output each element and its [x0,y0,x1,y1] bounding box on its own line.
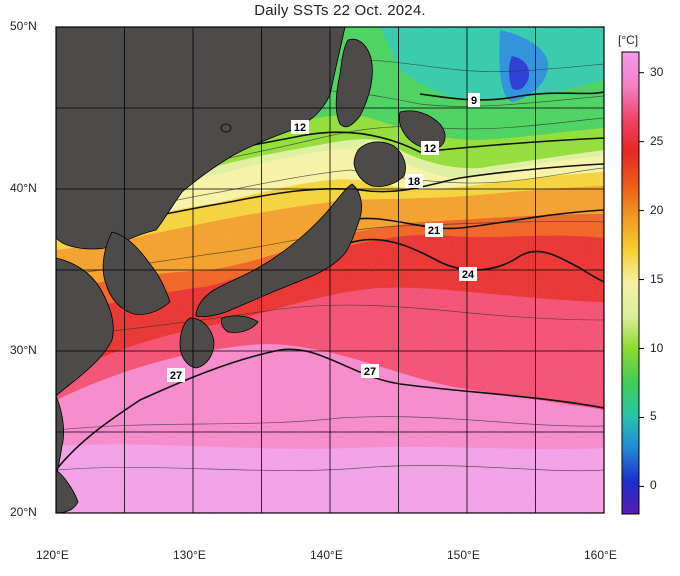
map-area [56,27,604,513]
map-title: Daily SSTs 22 Oct. 2024. [254,2,426,19]
latitude-label: 30°N [10,343,37,357]
contour-label-18: 18 [405,174,423,188]
latitude-label: 40°N [10,181,37,195]
svg-text:24: 24 [462,269,475,281]
contour-label-24: 24 [459,267,477,281]
svg-text:12: 12 [424,143,436,155]
longitude-label: 160°E [584,548,617,562]
latitude-label: 20°N [10,505,37,519]
colorbar [621,51,644,515]
contour-labels: 9 12 12 18 21 24 27 27 [167,93,480,382]
svg-text:27: 27 [170,370,182,382]
land-islet [220,123,232,133]
land-china-coast [56,257,114,397]
svg-text:9: 9 [471,95,477,107]
land-kyushu [179,317,215,369]
svg-text:18: 18 [408,176,420,188]
contour-label-27-west: 27 [167,368,185,382]
isotherm-24 [345,238,604,283]
contour-label-12-east: 12 [421,141,439,155]
colorbar-tick-label: 0 [650,478,657,493]
contour-label-27-east: 27 [361,364,379,378]
land-shikoku [220,315,259,333]
longitude-label: 120°E [36,548,69,562]
colorbar-ticks [639,72,644,487]
map-frame [55,26,605,514]
longitude-label: 150°E [447,548,480,562]
contour-label-21: 21 [425,223,443,237]
isotherm-21 [339,209,604,230]
land [56,27,446,513]
graticule [56,27,604,513]
contour-label-9: 9 [468,93,480,107]
colorbar-tick-label: 25 [650,133,664,148]
colorbar-tick-label: 20 [650,202,664,217]
svg-text:21: 21 [428,225,440,237]
contour-label-12-west: 12 [291,120,309,134]
longitude-label: 130°E [173,548,206,562]
svg-text:27: 27 [364,366,376,378]
isotherm-27 [56,348,604,471]
colorbar-tick-label: 30 [650,64,664,79]
land-honshu [195,183,362,318]
land-korea [102,231,171,315]
land-hokkaido [353,141,406,187]
svg-text:12: 12 [294,122,306,134]
latitude-label: 50°N [10,19,37,33]
land-sakhalin [335,38,373,128]
land-mainland-north [56,27,346,250]
isotherm-9 [419,91,604,101]
longitude-label: 140°E [310,548,343,562]
colorbar-unit: [°C] [618,33,639,47]
colorbar-bar [621,51,640,515]
colorbar-tick-label: 5 [650,409,657,424]
colorbar-tick-label: 15 [650,271,664,286]
colorbar-tick-label: 10 [650,340,664,355]
